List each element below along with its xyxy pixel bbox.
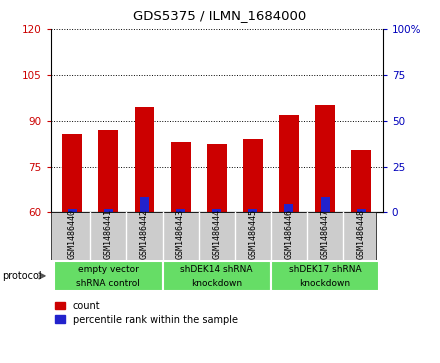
Text: GSM1486447: GSM1486447: [320, 209, 330, 258]
Bar: [248, 209, 257, 212]
Text: shDEK14 shRNA: shDEK14 shRNA: [180, 265, 253, 274]
Text: GSM1486446: GSM1486446: [284, 209, 293, 258]
Bar: [207, 144, 227, 212]
Bar: [68, 209, 77, 212]
Legend: count, percentile rank within the sample: count, percentile rank within the sample: [55, 301, 238, 325]
Text: GSM1486442: GSM1486442: [140, 209, 149, 258]
Text: shRNA control: shRNA control: [77, 278, 140, 287]
Bar: [176, 209, 185, 212]
Bar: [320, 197, 330, 212]
Text: GSM1486440: GSM1486440: [68, 209, 77, 258]
FancyBboxPatch shape: [271, 261, 379, 291]
Text: GSM1486444: GSM1486444: [212, 209, 221, 258]
Text: GSM1486441: GSM1486441: [104, 209, 113, 258]
Bar: [279, 115, 299, 212]
FancyBboxPatch shape: [54, 261, 162, 291]
Text: shDEK17 shRNA: shDEK17 shRNA: [289, 265, 361, 274]
FancyBboxPatch shape: [162, 261, 271, 291]
Text: GSM1486443: GSM1486443: [176, 209, 185, 258]
Text: protocol: protocol: [2, 271, 42, 281]
Text: knockdown: knockdown: [300, 278, 351, 287]
Bar: [315, 105, 335, 212]
Text: GDS5375 / ILMN_1684000: GDS5375 / ILMN_1684000: [133, 9, 307, 22]
Text: knockdown: knockdown: [191, 278, 242, 287]
Bar: [357, 209, 366, 212]
Bar: [99, 130, 118, 212]
FancyBboxPatch shape: [51, 212, 376, 260]
Text: empty vector: empty vector: [78, 265, 139, 274]
Bar: [243, 139, 263, 212]
Text: GSM1486445: GSM1486445: [248, 209, 257, 258]
Bar: [212, 209, 221, 212]
Bar: [62, 134, 82, 212]
Bar: [104, 209, 113, 212]
Bar: [140, 197, 149, 212]
Bar: [284, 204, 293, 212]
Bar: [171, 142, 191, 212]
Bar: [135, 107, 154, 212]
Bar: [351, 150, 371, 212]
Text: GSM1486448: GSM1486448: [357, 209, 366, 258]
